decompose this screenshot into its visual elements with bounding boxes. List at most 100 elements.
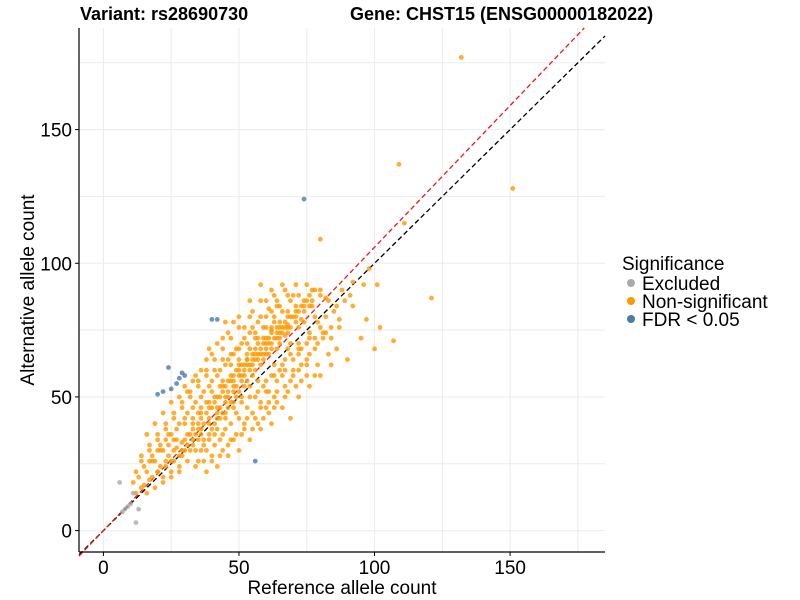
data-point-non-significant [204,399,209,405]
data-point-fdr-0-05 [166,365,171,370]
data-point-fdr-0-05 [209,317,215,322]
data-point-non-significant [239,373,245,378]
data-point-non-significant [239,399,245,405]
data-point-non-significant [331,308,337,314]
data-point-non-significant [293,282,299,288]
data-point-non-significant [220,378,226,384]
data-point-non-significant [307,292,312,298]
data-point-non-significant [212,399,217,405]
data-point-non-significant [228,351,234,357]
data-point-non-significant [252,415,258,421]
legend-swatch [627,315,635,323]
data-point-non-significant [307,383,312,389]
data-point-non-significant [342,298,348,304]
data-point-non-significant [361,282,367,288]
data-point-non-significant [176,464,182,469]
legend-label: Non-significant [642,292,768,313]
data-point-non-significant [258,399,264,405]
gridlines [79,28,605,552]
data-point-non-significant [212,442,217,448]
data-point-non-significant [160,480,166,485]
data-point-non-significant [182,383,188,389]
data-point-non-significant [217,367,223,373]
data-point-non-significant [209,426,215,432]
data-points [117,55,516,525]
data-point-non-significant [323,330,329,336]
data-point-non-significant [209,378,215,384]
data-point-non-significant [206,431,212,437]
data-point-non-significant [271,405,277,411]
data-point-non-significant [252,357,258,362]
data-point-non-significant [255,389,261,394]
data-point-non-significant [282,383,288,389]
data-point-non-significant [185,431,190,437]
data-point-non-significant [274,298,280,304]
data-point-non-significant [364,317,369,322]
y-tick-label: 150 [40,121,72,142]
data-point-fdr-0-05 [174,381,180,386]
data-point-non-significant [214,410,220,416]
data-point-non-significant [190,442,196,448]
reference-line-identity [78,35,606,556]
data-point-fdr-0-05 [176,375,182,381]
legend-title: Significance [622,254,724,275]
data-point-non-significant [201,389,207,394]
data-point-non-significant [220,389,226,394]
data-point-non-significant [296,341,302,346]
data-point-non-significant [182,448,188,453]
data-point-non-significant [239,341,245,346]
data-point-non-significant [258,362,264,368]
data-point-non-significant [282,287,288,293]
data-point-non-significant [296,367,302,373]
data-point-non-significant [255,351,261,357]
data-point-non-significant [195,378,201,384]
data-point-non-significant [304,357,310,362]
data-point-non-significant [136,474,142,480]
data-point-non-significant [182,421,188,427]
data-point-non-significant [171,448,177,453]
data-point-fdr-0-05 [252,458,258,464]
data-point-non-significant [328,362,334,368]
data-point-non-significant [225,389,231,394]
data-point-non-significant [214,426,220,432]
data-point-non-significant [168,458,174,464]
y-axis-title: Alternative allele count [18,194,39,386]
data-point-non-significant [288,298,293,304]
data-point-non-significant [377,325,383,330]
data-point-non-significant [290,367,296,373]
data-point-non-significant [315,362,320,368]
data-point-non-significant [247,437,253,443]
data-point-non-significant [328,325,334,330]
data-point-non-significant [214,405,220,411]
data-point-non-significant [236,346,242,352]
data-point-non-significant [193,464,198,469]
data-point-non-significant [236,448,242,453]
data-point-non-significant [277,341,283,346]
data-point-non-significant [347,292,353,298]
data-point-non-significant [190,415,196,421]
data-point-non-significant [201,442,207,448]
data-point-non-significant [288,378,293,384]
data-point-non-significant [155,431,161,437]
data-point-non-significant [228,437,234,443]
data-point-non-significant [198,448,204,453]
data-point-non-significant [269,287,274,293]
data-point-non-significant [317,325,323,330]
data-point-non-significant [220,383,226,389]
data-point-non-significant [285,389,291,394]
data-point-non-significant [260,415,266,421]
data-point-non-significant [176,469,182,475]
data-point-non-significant [282,319,288,325]
data-point-non-significant [168,399,174,405]
data-point-non-significant [263,346,269,352]
data-point-non-significant [288,415,293,421]
data-point-non-significant [176,453,182,459]
data-point-non-significant [260,335,266,341]
data-point-non-significant [239,394,245,400]
data-point-non-significant [223,319,228,325]
data-point-non-significant [317,373,323,378]
data-point-non-significant [166,442,171,448]
data-point-non-significant [166,431,171,437]
data-point-non-significant [285,325,291,330]
data-point-fdr-0-05 [214,317,220,322]
